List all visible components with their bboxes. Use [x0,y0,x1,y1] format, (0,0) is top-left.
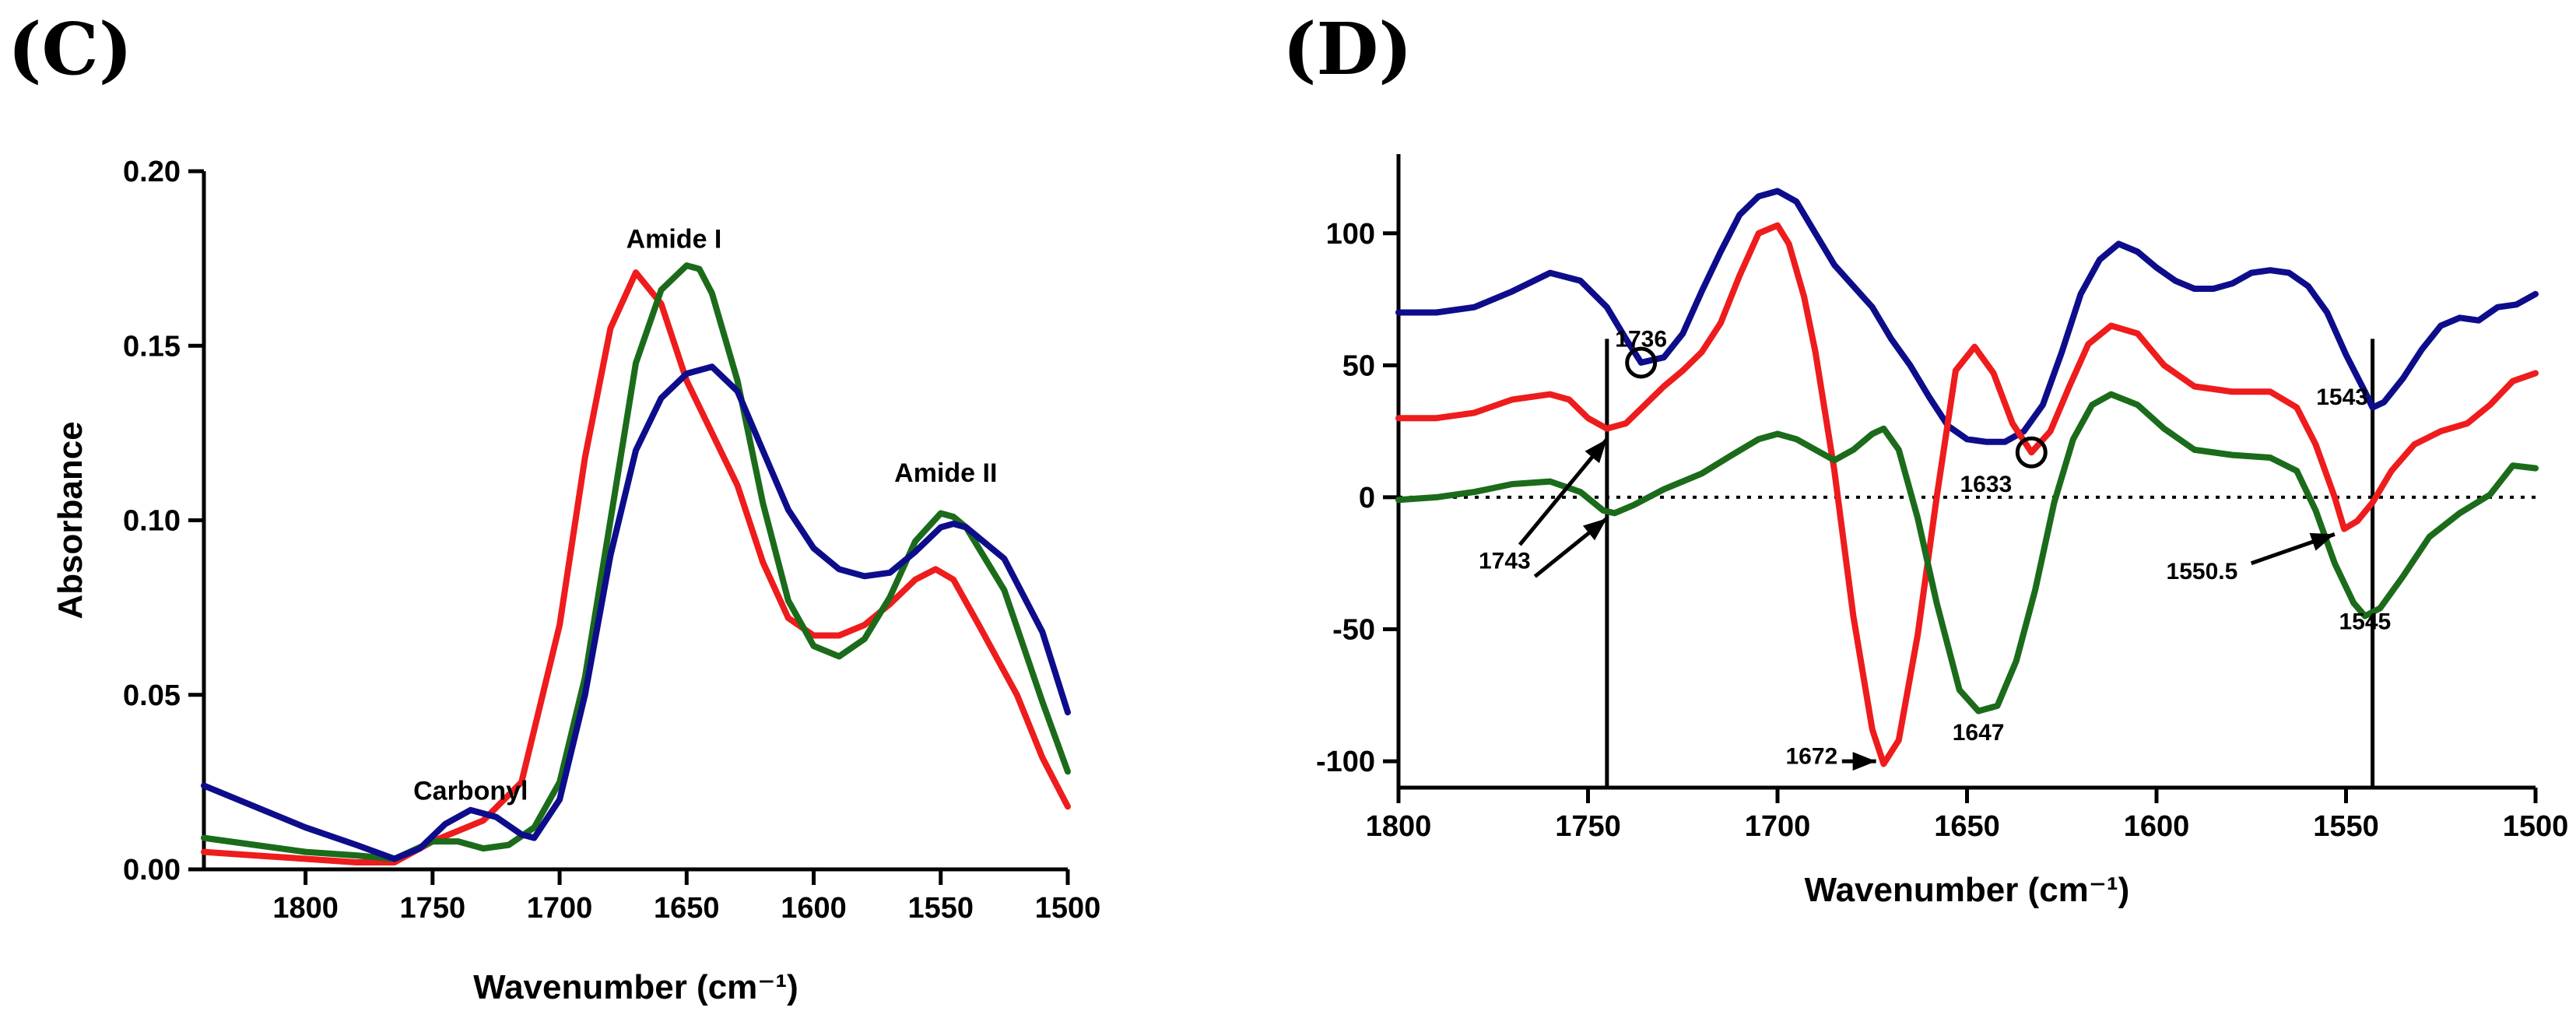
annotation-c: Carbonyl [413,776,528,806]
y-tick-label-c: 0.15 [123,330,181,363]
peak-label-d: 1633 [1960,472,2012,497]
y-tick-label-c: 0.00 [123,854,181,886]
y-tick-label-d: -100 [1316,746,1375,778]
x-tick-label-c: 1550 [907,892,974,925]
x-tick-label-d: 1550 [2313,810,2379,843]
circle-marker-d [1625,346,1658,379]
series-line-c-1 [201,262,1071,862]
series-line-c-2 [201,363,1071,862]
arrow-1550-5-head [2309,532,2335,551]
x-tick-label-d: 1800 [1366,810,1432,843]
peak-label-d: 1736 [1615,327,1667,353]
x-tick-label-d: 1650 [1934,810,2000,843]
y-tick-label-d: 0 [1359,482,1375,514]
peak-label-d: 1543 [2316,384,2368,410]
arrow-1743-lower-head [1582,518,1607,541]
x-tick-label-d: 1700 [1745,810,1811,843]
x-tick-label-d: 1600 [2124,810,2190,843]
x-tick-label-c: 1750 [400,892,466,925]
x-tick-label-c: 1650 [654,892,720,925]
panel-d: (D) -100 -50 0 50 100 1800 1750 1700 1650 1600 1550… [1283,7,2568,909]
x-tick-label-c: 1800 [272,892,339,925]
series-line-d-2 [1395,391,2539,714]
arrow-1672-head [1852,752,1876,771]
y-tick-label-d: -50 [1332,614,1375,647]
peak-label-d: 1672 [1785,743,1837,769]
peak-label-d: 1743 [1479,548,1531,574]
x-axis-title-c: Wavenumber (cm⁻¹) [473,968,798,1006]
peak-label-d: 1647 [1953,720,2005,746]
y-tick-label-c: 0.20 [123,156,181,188]
x-tick-label-c: 1700 [527,892,593,925]
x-axis-title-d: Wavenumber (cm⁻¹) [1805,871,2130,909]
x-tick-label-d: 1750 [1555,810,1621,843]
series-line-d-1 [1395,222,2539,767]
y-axis-title-c: Absorbance [51,421,89,619]
panel-label-c: (C) [8,7,132,91]
x-tick-label-d: 1500 [2503,810,2569,843]
panel-c: (C) 0.00 0.05 0.10 0.15 0.20 1800 1750 1700 1650 1… [8,7,1100,1006]
circle-marker-d [2015,436,2048,469]
y-tick-label-c: 0.05 [123,679,181,712]
panel-label-d: (D) [1283,7,1413,91]
x-tick-label-c: 1500 [1035,892,1101,925]
series-line-d-0 [1395,188,2539,445]
y-tick-label-d: 100 [1326,218,1375,251]
y-tick-label-d: 50 [1342,349,1375,382]
arrow-1743-upper-head [1585,439,1607,464]
y-tick-label-c: 0.10 [123,505,181,538]
peak-label-d: 1550.5 [2167,559,2238,584]
annotation-c: Amide II [894,458,997,488]
x-tick-label-c: 1600 [781,892,847,925]
annotation-c: Amide I [626,225,722,255]
peak-label-d: 1545 [2339,609,2391,635]
